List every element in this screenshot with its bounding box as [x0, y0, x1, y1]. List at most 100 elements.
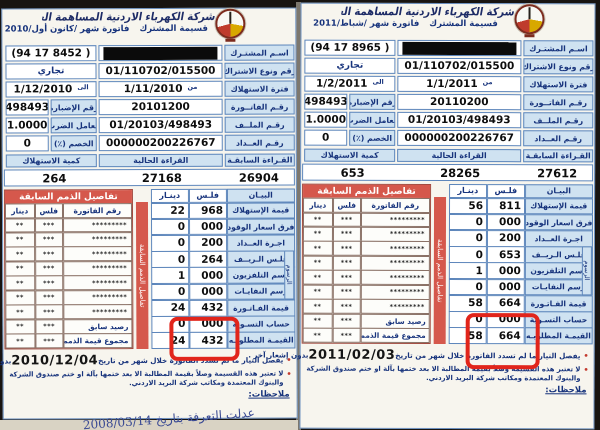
to-label: الى	[77, 83, 89, 92]
discount-value: 0	[5, 135, 49, 152]
bill-header: شركة الكهرباء الاردنية المساهمة العامة ا…	[301, 4, 594, 39]
receipt-notice: لا تعتبر هذه القسيمة وصلاً بقيمة المطالب…	[306, 364, 581, 383]
due-date: 2010/12/04	[11, 353, 99, 369]
period-label: فترة الاستهلاك	[523, 76, 594, 93]
meter-number: 000000200226767	[397, 129, 522, 147]
charge-row-waste-fee: رسم النفايـات 000 0	[150, 283, 296, 301]
scan-gap-between-bills	[296, 2, 301, 430]
previous-debts-title: تفاصيل الذمم السابقة	[4, 190, 132, 204]
file-number-label: رقـم الملــف	[224, 116, 295, 133]
file-number: 01/20103/498493	[397, 111, 522, 129]
subscriber-name-row: اسـم المشتـرك (94 17 8452 )	[3, 44, 295, 62]
company-meter-logo-icon	[513, 4, 545, 38]
charge-dinar: 56	[448, 197, 488, 215]
charge-dinar: 0	[448, 213, 488, 231]
file-number-row: رقـم الملــف 01/20103/498493 معامل الضرب…	[4, 116, 295, 134]
debts-masked-row: ********* *** **	[302, 269, 430, 286]
fees-group-label: الرسوم	[284, 250, 295, 300]
charge-fils: 264	[188, 250, 228, 268]
charge-row-fuel-diff: فرق اسعار الوقود 000 0	[150, 218, 296, 236]
invoice-number-label: رقـم الفاتــورة	[224, 98, 295, 115]
period-from-cell: من 1/1/2011	[397, 75, 522, 93]
charge-label: اجـرة العــداد	[524, 230, 593, 248]
subscriber-name-row: اسـم المشتـرك (94 17 8965 )	[302, 39, 594, 57]
multiplier-value: 1.0000	[304, 111, 348, 128]
voucher-label: قسيمة المشترك	[429, 18, 498, 30]
account-code: (94 17 8452 )	[5, 45, 97, 62]
charge-dinar: 0	[448, 246, 487, 263]
charge-fils: 000	[486, 278, 525, 296]
discount-value: 0	[304, 129, 348, 146]
debts-masked-row: ********* *** **	[302, 226, 430, 242]
charge-dinar: 22	[150, 202, 190, 220]
period-to-date: 1/2/2011	[315, 77, 368, 90]
debts-masked-row: ********* *** **	[302, 240, 430, 257]
multiplier-label: معامل الضرب	[349, 111, 396, 128]
readings-header-row: القـراءة السابقـة القراءة الحالية كمية ا…	[4, 153, 295, 168]
archive-cell: رقم الإضبارة 498493	[304, 93, 396, 110]
charge-row-rural-fils: فلـس الـريــف 264 0	[150, 250, 296, 268]
consumption-quantity-value: 264	[42, 170, 67, 185]
current-reading-value: 28265	[440, 165, 481, 180]
debts-masked-row: ********* *** **	[4, 304, 133, 320]
subscription-number: 01/110702/015500	[397, 57, 522, 75]
debts-invoice-col: رقم الفاتورة	[62, 202, 133, 219]
bill-subtitle: قسيمة المشترك فاتورة شهر /شباط/2011	[313, 19, 498, 29]
notes-area: عدلت التعرفة بتاريخ 2008/03/14	[4, 399, 297, 430]
bullet-icon: •	[583, 351, 589, 361]
debts-masked-row: ********* *** **	[302, 284, 430, 300]
charge-fils: 000	[486, 213, 526, 231]
discount-label: الخصم (٪)	[349, 129, 396, 146]
bill-tables: البيـان فلـس دينـار قيمة الإستهلاك 968 2…	[3, 187, 296, 361]
electricity-bill: شركة الكهرباء الاردنية المساهمة العامة ا…	[248, 2, 596, 430]
charge-fils: 664	[486, 294, 525, 312]
previous-debts-title: تفاصيل الذمم السابقة	[303, 184, 431, 198]
meter-needle-icon	[528, 7, 531, 20]
charge-label: فرق اسعار الوقود	[524, 213, 594, 231]
from-label: من	[187, 82, 198, 91]
charge-fils: 000	[188, 218, 228, 236]
account-code: (94 17 8965 )	[304, 39, 396, 56]
debts-invoice-col: رقم الفاتورة	[360, 197, 431, 213]
subscriber-name-label: اسـم المشتـرك	[523, 40, 594, 57]
dinar-column-header: دينـار	[150, 188, 189, 203]
bill-header: شركة الكهرباء الاردنية المساهمة العامة ا…	[2, 8, 295, 43]
charge-dinar: 0	[448, 278, 487, 296]
debts-previous-balance-row: رصيد سابق *** **	[302, 313, 430, 329]
archive-number: 498493	[5, 99, 49, 116]
debts-masked-row: ********* *** **	[302, 255, 430, 271]
charge-row-rural-fils: فلـس الـريــف 653 0	[448, 246, 593, 264]
meter-number-label: رقـم العــداد	[224, 134, 295, 151]
file-number-row: رقـم الملــف 01/20103/498493 معامل الضرب…	[302, 111, 594, 129]
debts-previous-balance-row: رصيد سابق *** **	[4, 318, 133, 335]
debts-dinar-col: دينار	[4, 202, 36, 219]
period-from-cell: من 1/11/2010	[98, 80, 223, 98]
invoice-number: 20101200	[98, 98, 223, 116]
period-to-cell: الى 1/12/2010	[5, 81, 97, 98]
redacted-name	[402, 41, 517, 55]
charge-row-consumption: قيمة الإستهلاك 968 22	[150, 201, 296, 220]
charge-dinar: 0	[150, 234, 190, 252]
file-number-label: رقـم الملــف	[523, 112, 594, 129]
subscription-row: رقم ونوع الاشتراك 01/110702/015500 تجاري	[302, 57, 594, 75]
charge-label: قيمة الإستهلاك	[226, 201, 296, 219]
charge-dinar: 1	[448, 262, 487, 280]
archive-label: رقم الإضبارة	[50, 99, 97, 116]
consumption-period-row: فترة الاستهلاك من 1/11/2010 الى 1/12/201…	[4, 80, 295, 98]
previous-reading-label: القـراءة السابقـة	[224, 153, 295, 167]
multiplier-cell: معامل الضرب 1.0000	[5, 117, 97, 134]
charge-row-invoice-value: قيمة الفـاتـورة 664 58	[448, 294, 593, 312]
charge-label: فرق اسعار الوقود	[226, 218, 296, 236]
meter-number-row: رقـم العــداد 000000200226767 الخصم (٪) …	[302, 129, 594, 147]
subscription-label: رقم ونوع الاشتراك	[523, 58, 594, 75]
debts-header-row: رقم الفاتورة فلس دينار	[302, 197, 431, 213]
charge-dinar: 1	[150, 267, 190, 285]
previous-debts-table: تفاصيل الذمم السابقة رقم الفاتورة فلس دي…	[3, 189, 134, 350]
disconnect-notice-line: • يفصل التيار ما لم تسدد الفاتورة خلال ش…	[248, 348, 589, 364]
company-meter-logo-icon	[214, 8, 246, 42]
current-reading-label: القراءة الحالية	[98, 153, 223, 168]
voucher-label: قسيمة المشترك	[139, 23, 208, 35]
charge-label: قيمة الفـاتـورة	[524, 295, 593, 312]
current-reading-value: 27168	[141, 170, 182, 185]
